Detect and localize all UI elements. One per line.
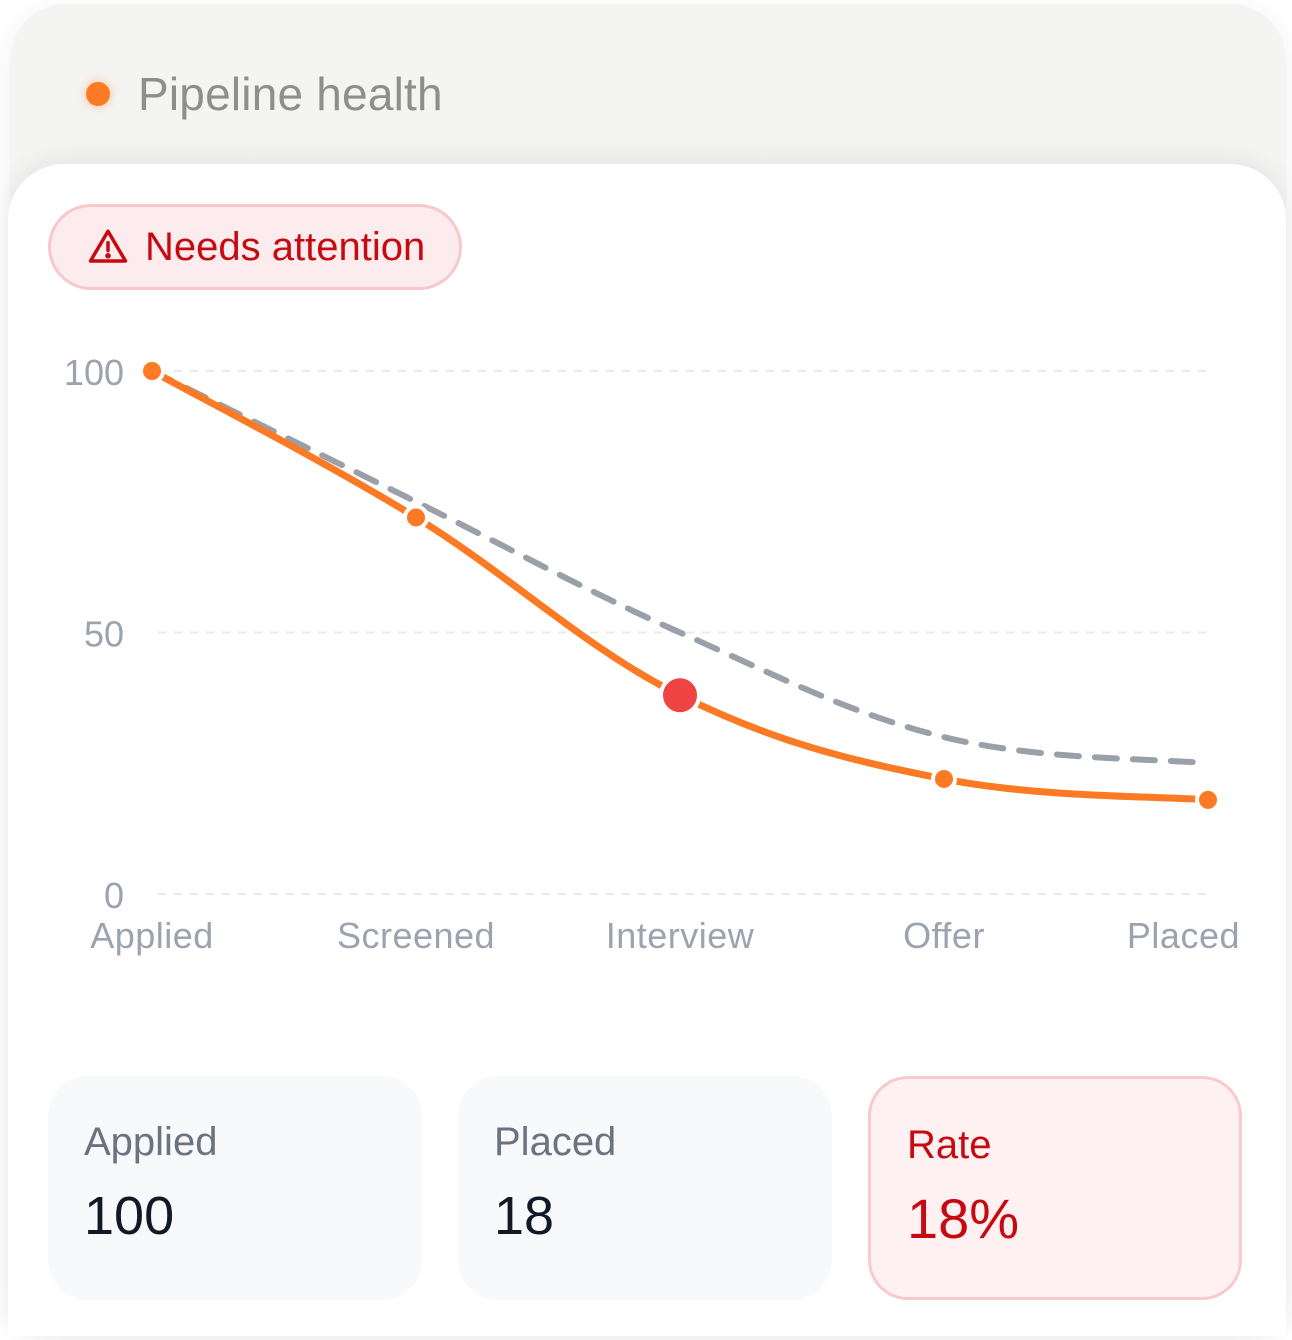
card-body: Needs attention 0 50 100 Applied Screened Int… (8, 164, 1286, 1336)
x-tick-label-placed: Placed (1127, 915, 1240, 956)
stat-card-rate: Rate 18% (868, 1076, 1242, 1300)
stat-label-applied: Applied (84, 1120, 218, 1164)
x-tick-label-applied: Applied (90, 915, 214, 956)
stat-label-placed: Placed (494, 1120, 617, 1164)
benchmark-line (149, 368, 1211, 767)
y-tick-label-0: 0 (104, 875, 124, 916)
data-point-screened (403, 504, 429, 531)
x-tick-label-screened: Screened (337, 915, 495, 956)
stat-value-rate: 18% (907, 1187, 1020, 1250)
y-tick-label-100: 100 (64, 352, 124, 393)
x-tick-label-interview: Interview (606, 915, 755, 956)
y-tick-label-50: 50 (84, 614, 124, 655)
stat-card-applied: Applied 100 (48, 1076, 422, 1300)
data-point-placed (1195, 786, 1221, 813)
warning-triangle-icon (88, 229, 128, 263)
needs-attention-badge: Needs attention (48, 204, 463, 290)
badge-label: Needs attention (145, 225, 426, 269)
stat-value-placed: 18 (494, 1186, 555, 1246)
x-tick-label-offer: Offer (903, 915, 985, 956)
card-title: Pipeline health (138, 68, 443, 120)
data-point-offer (931, 765, 957, 792)
stat-label-rate: Rate (907, 1123, 992, 1167)
funnel-line-chart: 0 50 100 Applied Screened Interview Offer Place… (64, 352, 1240, 956)
stat-value-applied: 100 (84, 1186, 175, 1246)
data-point-applied (139, 358, 165, 384)
card-header: Pipeline health (10, 4, 1286, 164)
data-point-highlight-interview (659, 674, 701, 717)
pipeline-line (148, 367, 1212, 804)
stat-card-placed: Placed 18 (458, 1076, 832, 1300)
status-dot-icon (86, 82, 110, 106)
